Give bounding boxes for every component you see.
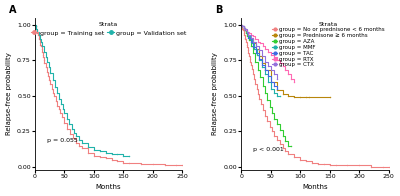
Text: B: B — [215, 5, 222, 15]
Text: p < 0.001: p < 0.001 — [253, 147, 284, 152]
Y-axis label: Relapse-free probability: Relapse-free probability — [6, 52, 12, 135]
Text: p = 0.055: p = 0.055 — [47, 138, 78, 143]
X-axis label: Months: Months — [302, 184, 328, 191]
Text: A: A — [8, 5, 16, 15]
Legend: group = No or prednisone < 6 months, group = Prednisone ≥ 6 months, group = AZA,: group = No or prednisone < 6 months, gro… — [271, 20, 386, 68]
X-axis label: Months: Months — [96, 184, 122, 191]
Y-axis label: Relapse-free probability: Relapse-free probability — [212, 52, 218, 135]
Legend: group = Training set, group = Validation set: group = Training set, group = Validation… — [30, 21, 188, 37]
